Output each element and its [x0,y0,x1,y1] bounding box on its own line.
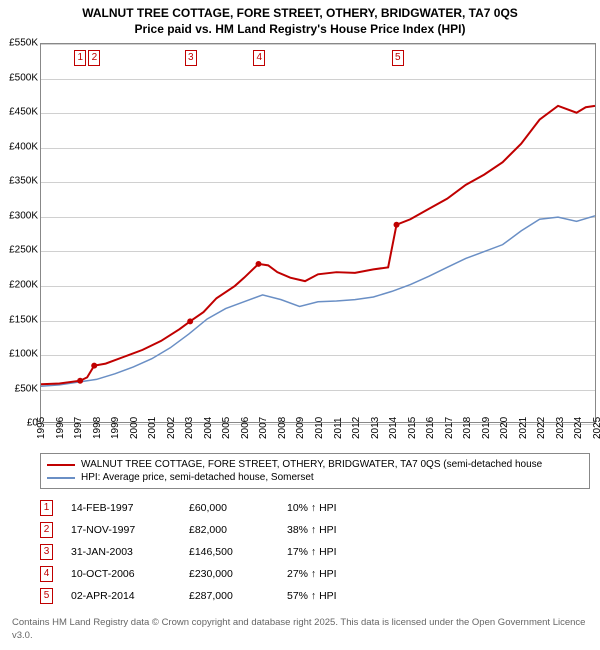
x-tick-label: 2021 [518,417,529,439]
x-tick-label: 2006 [240,417,251,439]
y-tick-label: £350K [9,176,38,187]
x-tick-label: 1999 [110,417,121,439]
y-tick-label: £500K [9,72,38,83]
sale-marker: 4 [253,50,265,66]
chart-area: £0£50K£100K£150K£200K£250K£300K£350K£400… [4,43,596,443]
x-tick-label: 2010 [314,417,325,439]
series-property [41,106,595,384]
x-tick-label: 2018 [462,417,473,439]
x-tick-label: 1997 [73,417,84,439]
y-axis: £0£50K£100K£150K£200K£250K£300K£350K£400… [4,43,40,443]
transaction-delta: 10% ↑ HPI [287,502,377,514]
x-tick-label: 2012 [351,417,362,439]
transaction-row: 1 14-FEB-1997 £60,000 10% ↑ HPI [40,497,590,519]
transaction-row: 2 17-NOV-1997 £82,000 38% ↑ HPI [40,519,590,541]
transaction-price: £82,000 [189,524,269,536]
transaction-marker: 4 [40,566,53,582]
transaction-date: 02-APR-2014 [71,590,171,602]
y-tick-label: £300K [9,210,38,221]
legend-swatch [47,464,75,466]
x-tick-label: 2005 [221,417,232,439]
x-tick-label: 2017 [444,417,455,439]
x-tick-label: 2013 [370,417,381,439]
transaction-marker: 1 [40,500,53,516]
transaction-marker: 3 [40,544,53,560]
sale-marker: 3 [185,50,197,66]
sale-dot [91,363,97,369]
sale-dot [77,378,83,384]
y-tick-label: £50K [15,383,38,394]
x-tick-label: 2002 [166,417,177,439]
title-line-2: Price paid vs. HM Land Registry's House … [14,22,586,38]
footnote: Contains HM Land Registry data © Crown c… [12,617,590,642]
sale-dot [187,319,193,325]
sale-marker: 2 [88,50,100,66]
y-tick-label: £400K [9,141,38,152]
transaction-date: 31-JAN-2003 [71,546,171,558]
y-tick-label: £250K [9,245,38,256]
x-tick-label: 2004 [203,417,214,439]
x-tick-label: 2007 [258,417,269,439]
x-tick-label: 2008 [277,417,288,439]
transaction-date: 10-OCT-2006 [71,568,171,580]
transaction-row: 4 10-OCT-2006 £230,000 27% ↑ HPI [40,563,590,585]
x-tick-label: 1998 [92,417,103,439]
transaction-row: 3 31-JAN-2003 £146,500 17% ↑ HPI [40,541,590,563]
transaction-delta: 38% ↑ HPI [287,524,377,536]
transaction-delta: 57% ↑ HPI [287,590,377,602]
y-tick-label: £100K [9,349,38,360]
y-tick-label: £450K [9,107,38,118]
sale-dot [256,261,262,267]
x-tick-label: 2024 [573,417,584,439]
chart-container: WALNUT TREE COTTAGE, FORE STREET, OTHERY… [0,0,600,650]
x-tick-label: 1995 [36,417,47,439]
transaction-delta: 27% ↑ HPI [287,568,377,580]
x-tick-label: 2000 [129,417,140,439]
x-tick-label: 2020 [499,417,510,439]
x-tick-label: 2014 [388,417,399,439]
transaction-delta: 17% ↑ HPI [287,546,377,558]
x-tick-label: 2019 [481,417,492,439]
plot-area: 12 3 4 5 [40,43,596,423]
transaction-date: 14-FEB-1997 [71,502,171,514]
x-axis: 1995199619971998199920002001200220032004… [40,423,596,443]
x-tick-label: 2015 [407,417,418,439]
x-tick-label: 2025 [592,417,600,439]
y-tick-label: £200K [9,280,38,291]
transaction-price: £230,000 [189,568,269,580]
title-line-1: WALNUT TREE COTTAGE, FORE STREET, OTHERY… [14,6,586,22]
legend-item: HPI: Average price, semi-detached house,… [47,471,583,484]
y-tick-label: £150K [9,314,38,325]
transaction-price: £146,500 [189,546,269,558]
transactions-table: 1 14-FEB-1997 £60,000 10% ↑ HPI 2 17-NOV-1997… [40,497,590,607]
legend-label: HPI: Average price, semi-detached house,… [81,472,314,483]
transaction-price: £287,000 [189,590,269,602]
x-tick-label: 2023 [555,417,566,439]
x-tick-label: 2009 [295,417,306,439]
transaction-marker: 5 [40,588,53,604]
x-tick-label: 1996 [55,417,66,439]
chart-title: WALNUT TREE COTTAGE, FORE STREET, OTHERY… [4,4,596,43]
x-tick-label: 2011 [333,418,344,440]
transaction-row: 5 02-APR-2014 £287,000 57% ↑ HPI [40,585,590,607]
transaction-date: 17-NOV-1997 [71,524,171,536]
legend-swatch [47,477,75,479]
legend: WALNUT TREE COTTAGE, FORE STREET, OTHERY… [40,453,590,489]
transaction-marker: 2 [40,522,53,538]
sale-marker: 5 [392,50,404,66]
series-hpi [41,216,595,386]
y-tick-label: £550K [9,38,38,49]
x-tick-label: 2016 [425,417,436,439]
transaction-price: £60,000 [189,502,269,514]
legend-item: WALNUT TREE COTTAGE, FORE STREET, OTHERY… [47,458,583,471]
sale-dot [394,222,400,228]
x-tick-label: 2001 [147,417,158,439]
legend-label: WALNUT TREE COTTAGE, FORE STREET, OTHERY… [81,459,542,470]
chart-svg [41,44,595,422]
sale-marker: 1 [74,50,86,66]
x-tick-label: 2022 [536,417,547,439]
x-tick-label: 2003 [184,417,195,439]
